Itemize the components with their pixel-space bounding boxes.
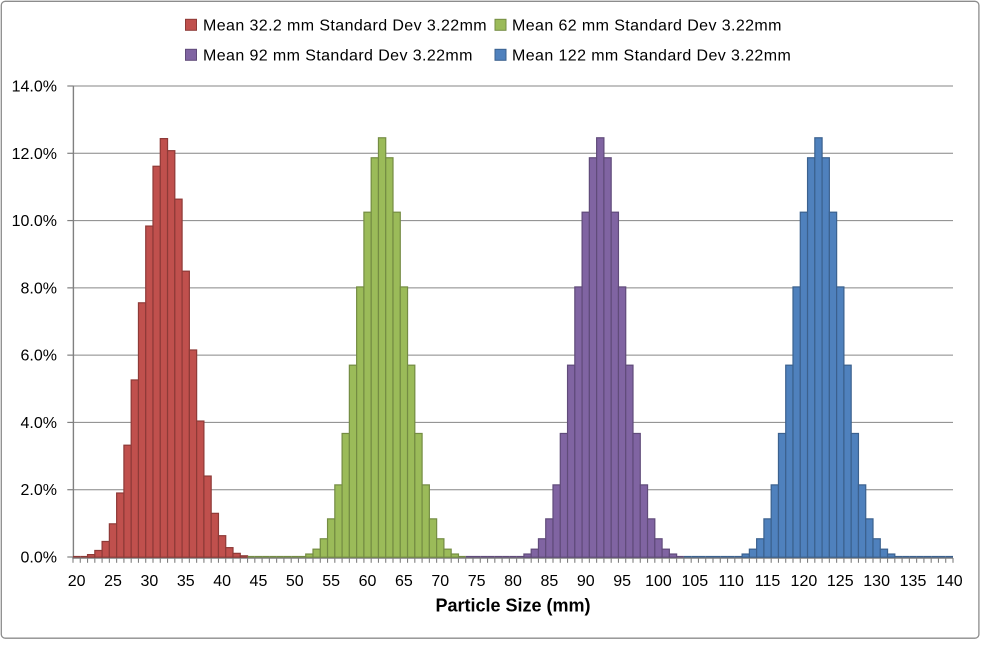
- svg-text:45: 45: [250, 573, 268, 590]
- svg-text:Mean 32.2 mm Standard Dev 3.22: Mean 32.2 mm Standard Dev 3.22mm: [203, 17, 487, 34]
- svg-text:40: 40: [213, 573, 231, 590]
- svg-text:14.0%: 14.0%: [12, 79, 57, 96]
- svg-text:Particle Size (mm): Particle Size (mm): [435, 596, 590, 616]
- svg-text:65: 65: [395, 573, 413, 590]
- svg-text:95: 95: [613, 573, 631, 590]
- svg-text:25: 25: [104, 573, 122, 590]
- svg-text:20: 20: [68, 573, 86, 590]
- svg-text:105: 105: [681, 573, 708, 590]
- svg-text:6.0%: 6.0%: [21, 348, 57, 365]
- svg-text:135: 135: [900, 573, 927, 590]
- svg-text:30: 30: [140, 573, 158, 590]
- svg-text:12.0%: 12.0%: [12, 146, 57, 163]
- svg-text:Mean 92 mm Standard Dev 3.22mm: Mean 92 mm Standard Dev 3.22mm: [203, 47, 473, 64]
- svg-text:90: 90: [577, 573, 595, 590]
- svg-text:35: 35: [177, 573, 195, 590]
- svg-text:100: 100: [645, 573, 672, 590]
- svg-text:75: 75: [468, 573, 486, 590]
- svg-text:0.0%: 0.0%: [21, 550, 57, 567]
- svg-text:115: 115: [755, 573, 781, 590]
- svg-text:8.0%: 8.0%: [21, 280, 57, 297]
- svg-text:4.0%: 4.0%: [21, 415, 57, 432]
- svg-text:140: 140: [936, 573, 963, 590]
- svg-text:50: 50: [286, 573, 304, 590]
- svg-text:55: 55: [322, 573, 340, 590]
- svg-text:80: 80: [504, 573, 522, 590]
- svg-text:130: 130: [863, 573, 890, 590]
- svg-text:85: 85: [540, 573, 558, 590]
- svg-text:60: 60: [359, 573, 377, 590]
- svg-text:110: 110: [718, 573, 744, 590]
- svg-text:70: 70: [431, 573, 449, 590]
- svg-text:Mean 62 mm Standard Dev 3.22mm: Mean 62 mm Standard Dev 3.22mm: [512, 17, 782, 34]
- svg-text:125: 125: [827, 573, 854, 590]
- svg-text:10.0%: 10.0%: [12, 213, 57, 230]
- svg-text:2.0%: 2.0%: [21, 482, 57, 499]
- svg-text:120: 120: [791, 573, 818, 590]
- svg-text:Mean 122 mm Standard Dev 3.22m: Mean 122 mm Standard Dev 3.22mm: [512, 47, 791, 64]
